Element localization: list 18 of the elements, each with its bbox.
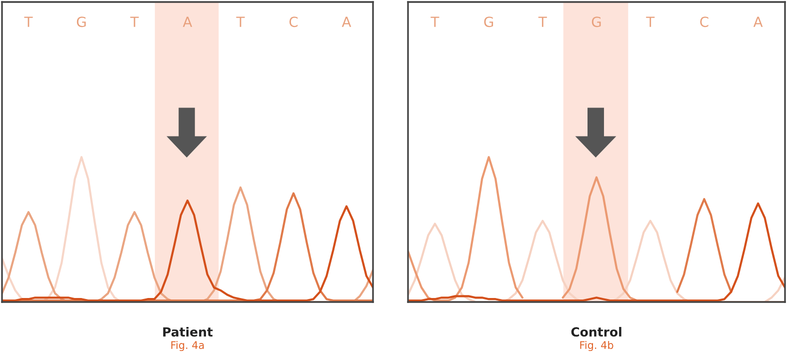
x-tick-label: T [130, 16, 139, 27]
caption: Fig. 4b [580, 340, 614, 352]
x-axis-title: Patient [163, 326, 213, 337]
x-tick-label: G [592, 16, 601, 28]
caption: Fig. 4a [171, 340, 204, 352]
x-tick-label: T [646, 16, 655, 27]
x-tick-label: C [700, 16, 708, 28]
x-tick-label: T [24, 16, 33, 27]
x-tick-label: A [753, 16, 763, 27]
x-axis-title: Control [571, 326, 622, 337]
x-tick-label: T [430, 16, 440, 27]
x-tick-label: A [182, 16, 192, 27]
x-tick-label: G [76, 16, 86, 28]
x-tick-label: T [236, 16, 245, 27]
x-tick-label: T [538, 16, 547, 27]
x-tick-label: C [289, 16, 298, 28]
x-tick-label: A [342, 16, 352, 27]
x-tick-label: G [484, 16, 494, 28]
